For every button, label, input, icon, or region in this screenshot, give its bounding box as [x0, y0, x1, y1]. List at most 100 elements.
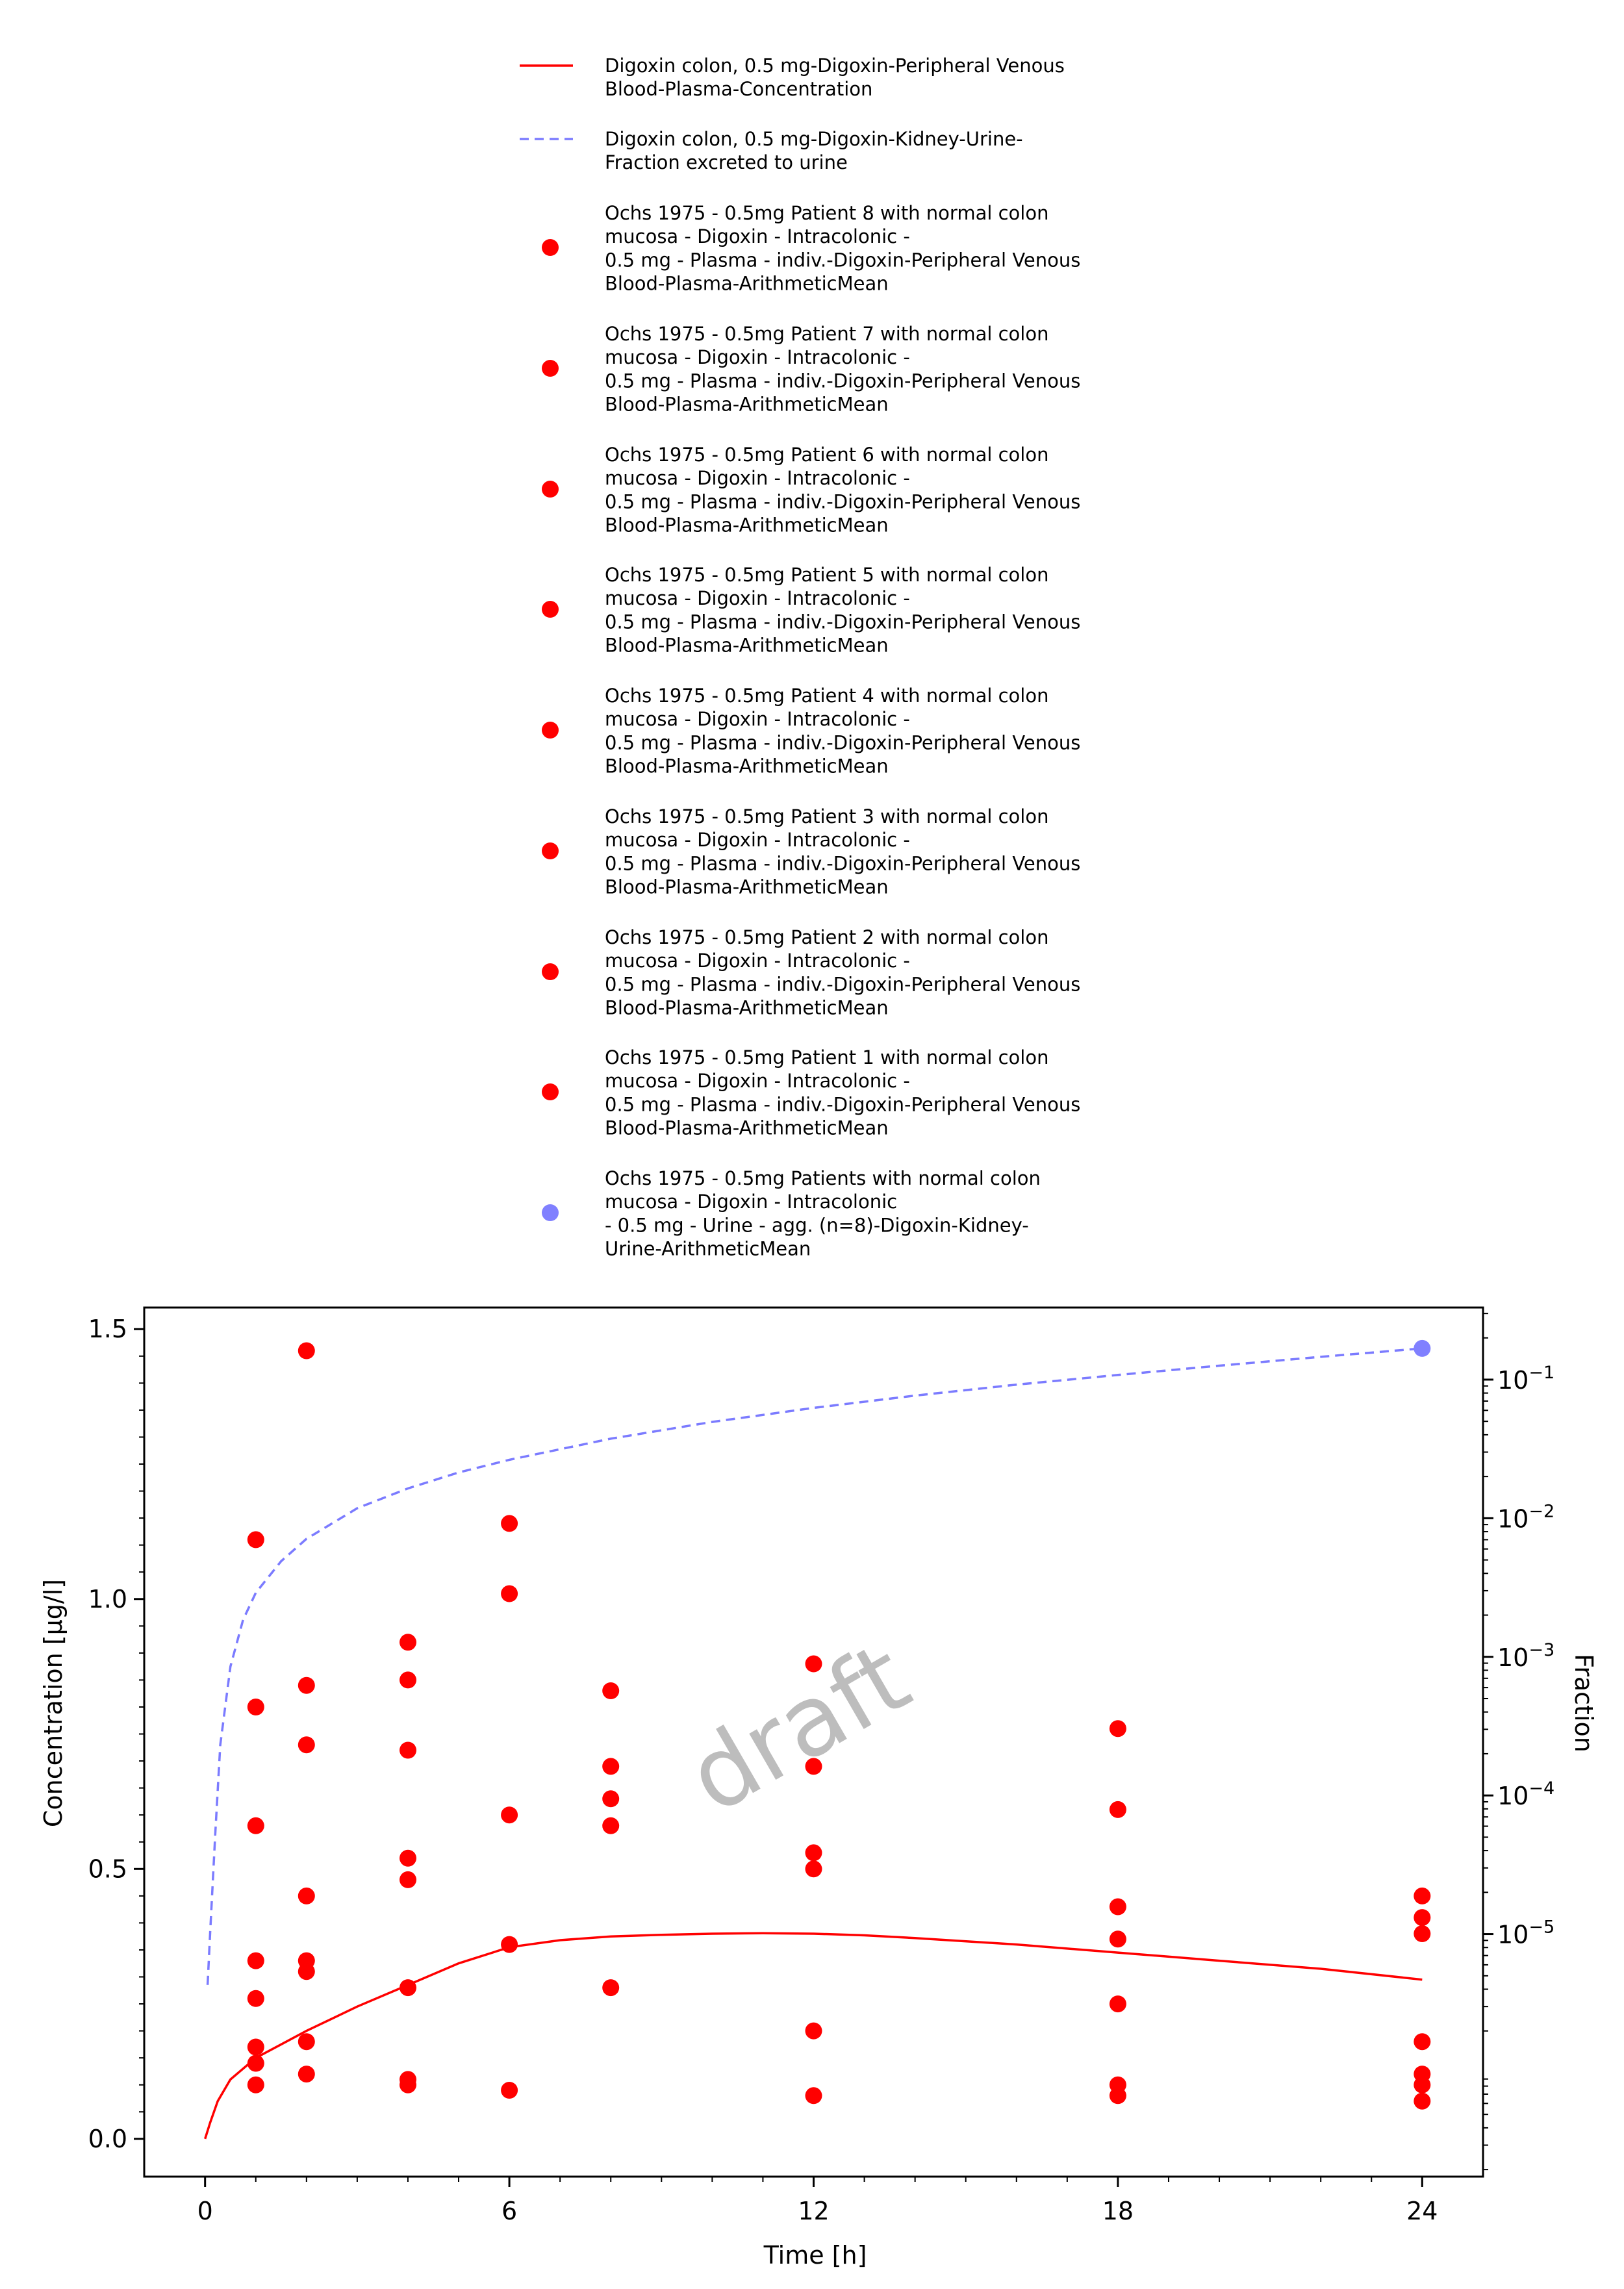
- data-point: [1109, 2087, 1126, 2105]
- legend-entry: Ochs 1975 - 0.5mg Patient 1 with normal …: [542, 1046, 1080, 1139]
- legend-label: Blood-Plasma-ArithmeticMean: [605, 273, 889, 295]
- legend-entry: Ochs 1975 - 0.5mg Patients with normal c…: [542, 1167, 1041, 1260]
- y-tick-label: 1.0: [88, 1585, 127, 1613]
- data-point: [1414, 1339, 1431, 1357]
- legend-label: mucosa - Digoxin - Intracolonic -: [605, 225, 910, 247]
- legend-marker-swatch: [542, 1083, 559, 1100]
- x-axis-title: Time [h]: [763, 2241, 867, 2270]
- legend-label: Blood-Plasma-ArithmeticMean: [605, 394, 889, 416]
- legend-entry: Ochs 1975 - 0.5mg Patient 3 with normal …: [542, 805, 1080, 898]
- legend-entry: Ochs 1975 - 0.5mg Patient 7 with normal …: [542, 323, 1080, 416]
- legend-label: Digoxin colon, 0.5 mg-Digoxin-Kidney-Uri…: [605, 128, 1023, 150]
- plasma-concentration-line: [204, 1932, 1423, 2140]
- legend: Digoxin colon, 0.5 mg-Digoxin-Peripheral…: [520, 55, 1080, 1260]
- data-point: [247, 2055, 264, 2072]
- x-tick-label: 6: [501, 2197, 517, 2225]
- data-point: [298, 1963, 315, 1980]
- legend-label: 0.5 mg - Plasma - indiv.-Digoxin-Periphe…: [605, 611, 1080, 633]
- legend-label: Blood-Plasma-ArithmeticMean: [605, 514, 889, 537]
- x-tick-label: 0: [197, 2197, 213, 2225]
- data-point: [805, 1860, 822, 1878]
- data-point: [298, 2066, 315, 2083]
- data-point: [602, 1682, 620, 1699]
- data-point: [247, 1531, 264, 1549]
- legend-label: mucosa - Digoxin - Intracolonic -: [605, 950, 910, 972]
- legend-label: Ochs 1975 - 0.5mg Patient 8 with normal …: [605, 202, 1048, 224]
- data-point: [501, 2082, 518, 2099]
- data-point: [1414, 2076, 1431, 2093]
- data-point: [805, 1655, 822, 1673]
- data-point: [1109, 1801, 1126, 1818]
- x-tick-label: 12: [798, 2197, 829, 2225]
- legend-label: mucosa - Digoxin - Intracolonic -: [605, 346, 910, 368]
- legend-label: 0.5 mg - Plasma - indiv.-Digoxin-Periphe…: [605, 249, 1080, 271]
- legend-label: Ochs 1975 - 0.5mg Patient 1 with normal …: [605, 1046, 1048, 1069]
- legend-label: mucosa - Digoxin - Intracolonic -: [605, 829, 910, 851]
- data-point: [298, 2033, 315, 2051]
- data-point: [298, 1887, 315, 1904]
- data-point: [1414, 1887, 1431, 1904]
- data-point: [1414, 2092, 1431, 2110]
- legend-entry: Ochs 1975 - 0.5mg Patient 2 with normal …: [542, 926, 1080, 1019]
- legend-label: 0.5 mg - Plasma - indiv.-Digoxin-Periphe…: [605, 852, 1080, 874]
- legend-label: Digoxin colon, 0.5 mg-Digoxin-Peripheral…: [605, 55, 1065, 77]
- legend-entry: Digoxin colon, 0.5 mg-Digoxin-Kidney-Uri…: [520, 128, 1023, 173]
- legend-label: mucosa - Digoxin - Intracolonic -: [605, 467, 910, 489]
- legend-label: 0.5 mg - Plasma - indiv.-Digoxin-Periphe…: [605, 973, 1080, 995]
- legend-label: - 0.5 mg - Urine - agg. (n=8)-Digoxin-Ki…: [605, 1214, 1029, 1236]
- legend-label: Ochs 1975 - 0.5mg Patient 5 with normal …: [605, 564, 1048, 586]
- data-point: [805, 1758, 822, 1775]
- data-point: [400, 1871, 416, 1888]
- legend-entry: Ochs 1975 - 0.5mg Patient 8 with normal …: [542, 202, 1080, 295]
- legend-label: Ochs 1975 - 0.5mg Patient 7 with normal …: [605, 323, 1048, 345]
- x-tick-label: 18: [1102, 2197, 1134, 2225]
- y-tick-label: 0.0: [88, 2125, 127, 2153]
- data-point: [1414, 2033, 1431, 2051]
- legend-label: Ochs 1975 - 0.5mg Patient 2 with normal …: [605, 926, 1048, 948]
- legend-marker-swatch: [542, 481, 559, 498]
- data-point: [1109, 1930, 1126, 1948]
- series-layer: [204, 1339, 1431, 2140]
- legend-label: Blood-Plasma-Concentration: [605, 78, 872, 100]
- legend-label: mucosa - Digoxin - Intracolonic -: [605, 1070, 910, 1092]
- data-point: [247, 2076, 264, 2093]
- data-point: [1109, 1898, 1126, 1916]
- y2-axis-title: Fraction: [1569, 1654, 1598, 1752]
- data-point: [298, 1676, 315, 1694]
- data-point: [602, 1979, 620, 1997]
- data-point: [400, 1634, 416, 1651]
- data-point: [1109, 1995, 1126, 2013]
- y-tick-label: 1.5: [88, 1315, 127, 1343]
- data-point: [805, 2022, 822, 2040]
- legend-label: Blood-Plasma-ArithmeticMean: [605, 755, 889, 778]
- legend-label: Blood-Plasma-ArithmeticMean: [605, 876, 889, 898]
- data-point: [247, 1990, 264, 2007]
- data-point: [298, 1736, 315, 1754]
- data-point: [400, 2076, 416, 2093]
- legend-marker-swatch: [542, 360, 559, 377]
- y-axis-title: Concentration [µg/l]: [39, 1579, 68, 1827]
- legend-marker-swatch: [542, 239, 559, 256]
- legend-entry: Ochs 1975 - 0.5mg Patient 5 with normal …: [542, 564, 1080, 657]
- legend-entry: Digoxin colon, 0.5 mg-Digoxin-Peripheral…: [520, 55, 1065, 100]
- legend-label: Ochs 1975 - 0.5mg Patient 4 with normal …: [605, 685, 1048, 707]
- data-point: [400, 1979, 416, 1997]
- data-point: [247, 1699, 264, 1715]
- data-point: [602, 1790, 620, 1808]
- data-point: [298, 1342, 315, 1359]
- legend-label: Blood-Plasma-ArithmeticMean: [605, 997, 889, 1019]
- legend-label: mucosa - Digoxin - Intracolonic -: [605, 587, 910, 609]
- y-tick-label: 0.5: [88, 1854, 127, 1883]
- legend-marker-swatch: [542, 842, 559, 859]
- legend-label: Fraction excreted to urine: [605, 151, 848, 173]
- legend-label: mucosa - Digoxin - Intracolonic -: [605, 708, 910, 730]
- data-point: [501, 1806, 518, 1824]
- legend-entry: Ochs 1975 - 0.5mg Patient 4 with normal …: [542, 685, 1080, 778]
- data-point: [247, 2038, 264, 2056]
- legend-label: 0.5 mg - Plasma - indiv.-Digoxin-Periphe…: [605, 370, 1080, 392]
- legend-label: 0.5 mg - Plasma - indiv.-Digoxin-Periphe…: [605, 1093, 1080, 1115]
- legend-label: 0.5 mg - Plasma - indiv.-Digoxin-Periphe…: [605, 490, 1080, 512]
- data-point: [501, 1585, 518, 1602]
